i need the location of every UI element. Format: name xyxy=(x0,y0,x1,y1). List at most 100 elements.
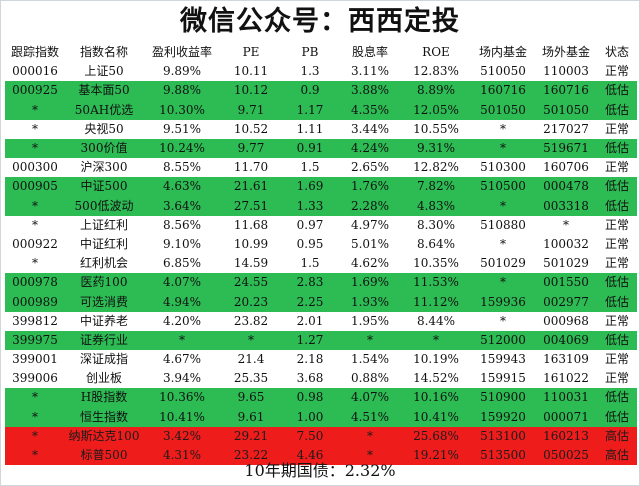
cell-status: 正常 xyxy=(597,369,637,389)
cell-pb: 4.46 xyxy=(281,445,339,466)
cell-status: 低估 xyxy=(597,177,637,197)
cell-roe: 25.68% xyxy=(401,426,471,446)
cell-index-code: * xyxy=(5,196,65,216)
cell-pe: 21.4 xyxy=(221,350,281,370)
cell-otc-fund: 110003 xyxy=(535,62,597,82)
page-title: 微信公众号：西西定投 xyxy=(180,6,460,37)
cell-index-code: * xyxy=(5,100,65,120)
table-row: * 上证红利 8.56% 11.68 0.97 4.97% 8.30% 510880 * 正常 xyxy=(5,215,637,235)
table-row: * 300价值 10.24% 9.77 0.91 4.24% 9.31% * 519671 低估 xyxy=(5,138,637,159)
cell-pb: 2.83 xyxy=(281,273,339,293)
cell-dividend-yield: 2.28% xyxy=(339,196,401,216)
cell-pe: 27.51 xyxy=(221,196,281,216)
cell-dividend-yield: * xyxy=(339,330,401,350)
cell-pe: 10.12 xyxy=(221,81,281,101)
cell-roe: 4.83% xyxy=(401,196,471,216)
table-row: 000925 基本面50 9.88% 10.12 0.9 3.88% 8.89% 160716… xyxy=(5,81,637,101)
cell-dividend-yield: 1.95% xyxy=(339,311,401,331)
cell-exchange-fund: * xyxy=(471,273,535,293)
bond-yield-note: 10年期国债：2.32% xyxy=(244,461,396,480)
cell-exchange-fund: 501029 xyxy=(471,254,535,274)
cell-pb: 1.5 xyxy=(281,254,339,274)
cell-earnings-yield: 4.20% xyxy=(143,311,221,331)
cell-otc-fund: 001550 xyxy=(535,273,597,293)
cell-exchange-fund: 159915 xyxy=(471,369,535,389)
cell-pb: 0.95 xyxy=(281,234,339,255)
cell-exchange-fund: 510300 xyxy=(471,158,535,178)
table-row: * 纳斯达克100 3.42% 29.21 7.50 * 25.68% 513100 16021… xyxy=(5,426,637,446)
cell-dividend-yield: * xyxy=(339,445,401,466)
cell-index-code: * xyxy=(5,138,65,159)
cell-roe: 8.89% xyxy=(401,81,471,101)
cell-status: 正常 xyxy=(597,158,637,178)
cell-pe: 20.23 xyxy=(221,292,281,312)
cell-index-name: 500低波动 xyxy=(65,196,143,216)
cell-pb: 0.9 xyxy=(281,81,339,101)
cell-earnings-yield: 4.94% xyxy=(143,292,221,312)
cell-index-name: 证券行业 xyxy=(65,330,143,350)
table-row: 399006 创业板 3.94% 25.35 3.68 0.88% 14.52% 159915… xyxy=(5,369,637,389)
cell-pb: 3.68 xyxy=(281,369,339,389)
cell-dividend-yield: 3.44% xyxy=(339,119,401,139)
cell-pe: 25.35 xyxy=(221,369,281,389)
cell-index-code: 399006 xyxy=(5,369,65,389)
table-row: 000978 医药100 4.07% 24.55 2.83 1.69% 11.53% * 001… xyxy=(5,273,637,293)
table-row: * 标普500 4.31% 23.22 4.46 * 19.21% 513500 050025 高… xyxy=(5,445,637,466)
cell-status: 低估 xyxy=(597,273,637,293)
cell-index-name: H股指数 xyxy=(65,388,143,408)
cell-roe: 11.12% xyxy=(401,292,471,312)
cell-pb: 1.00 xyxy=(281,407,339,427)
table-header-row: 跟踪指数 指数名称 盈利收益率 PE PB 股息率 ROE 场内基金 场外基金 … xyxy=(5,43,637,63)
cell-dividend-yield: 2.65% xyxy=(339,158,401,178)
cell-earnings-yield: 4.31% xyxy=(143,445,221,466)
cell-index-name: 沪深300 xyxy=(65,158,143,178)
cell-status: 正常 xyxy=(597,350,637,370)
cell-status: 低估 xyxy=(597,138,637,159)
cell-earnings-yield: 10.41% xyxy=(143,407,221,427)
cell-dividend-yield: 3.11% xyxy=(339,62,401,82)
cell-status: 正常 xyxy=(597,254,637,274)
table-row: * 央视50 9.51% 10.52 1.11 3.44% 10.55% * 217027 正常 xyxy=(5,119,637,139)
table-row: 399975 证券行业 * * 1.27 * * 512000 004069 低估 xyxy=(5,330,637,350)
cell-pe: 9.77 xyxy=(221,138,281,159)
cell-pe: 24.55 xyxy=(221,273,281,293)
cell-pe: * xyxy=(221,330,281,350)
cell-index-name: 50AH优选 xyxy=(65,100,143,120)
cell-otc-fund: 110031 xyxy=(535,388,597,408)
cell-status: 正常 xyxy=(597,62,637,82)
table-row: * 50AH优选 10.30% 9.71 1.17 4.35% 12.05% 501050 50… xyxy=(5,100,637,120)
cell-earnings-yield: 10.24% xyxy=(143,138,221,159)
table-row: * 红利机会 6.85% 14.59 1.5 4.62% 10.35% 501029 50102… xyxy=(5,254,637,274)
cell-roe: 12.82% xyxy=(401,158,471,178)
cell-exchange-fund: 501050 xyxy=(471,100,535,120)
cell-exchange-fund: 159943 xyxy=(471,350,535,370)
cell-exchange-fund: * xyxy=(471,138,535,159)
cell-dividend-yield: 4.51% xyxy=(339,407,401,427)
col-header-exchange-fund: 场内基金 xyxy=(471,43,535,63)
cell-earnings-yield: 8.56% xyxy=(143,215,221,235)
col-header-pb: PB xyxy=(281,43,339,63)
cell-pe: 9.61 xyxy=(221,407,281,427)
cell-otc-fund: 217027 xyxy=(535,119,597,139)
cell-roe: 8.64% xyxy=(401,234,471,255)
cell-dividend-yield: 3.88% xyxy=(339,81,401,101)
cell-earnings-yield: 8.55% xyxy=(143,158,221,178)
cell-index-code: * xyxy=(5,388,65,408)
col-header-status: 状态 xyxy=(597,43,637,63)
cell-status: 低估 xyxy=(597,81,637,101)
cell-index-name: 中证500 xyxy=(65,177,143,197)
cell-dividend-yield: 5.01% xyxy=(339,234,401,255)
table-row: 000016 上证50 9.89% 10.11 1.3 3.11% 12.83% 510050… xyxy=(5,62,637,82)
cell-earnings-yield: 4.07% xyxy=(143,273,221,293)
cell-exchange-fund: 159920 xyxy=(471,407,535,427)
cell-exchange-fund: 510500 xyxy=(471,177,535,197)
cell-roe: 10.41% xyxy=(401,407,471,427)
cell-index-code: 399001 xyxy=(5,350,65,370)
cell-index-code: * xyxy=(5,119,65,139)
cell-index-name: 纳斯达克100 xyxy=(65,426,143,446)
valuation-table: 跟踪指数 指数名称 盈利收益率 PE PB 股息率 ROE 场内基金 场外基金 … xyxy=(5,43,637,466)
cell-earnings-yield: 6.85% xyxy=(143,254,221,274)
table-row: * 500低波动 3.64% 27.51 1.33 2.28% 4.83% * 003318 低估 xyxy=(5,196,637,216)
cell-dividend-yield: 4.35% xyxy=(339,100,401,120)
